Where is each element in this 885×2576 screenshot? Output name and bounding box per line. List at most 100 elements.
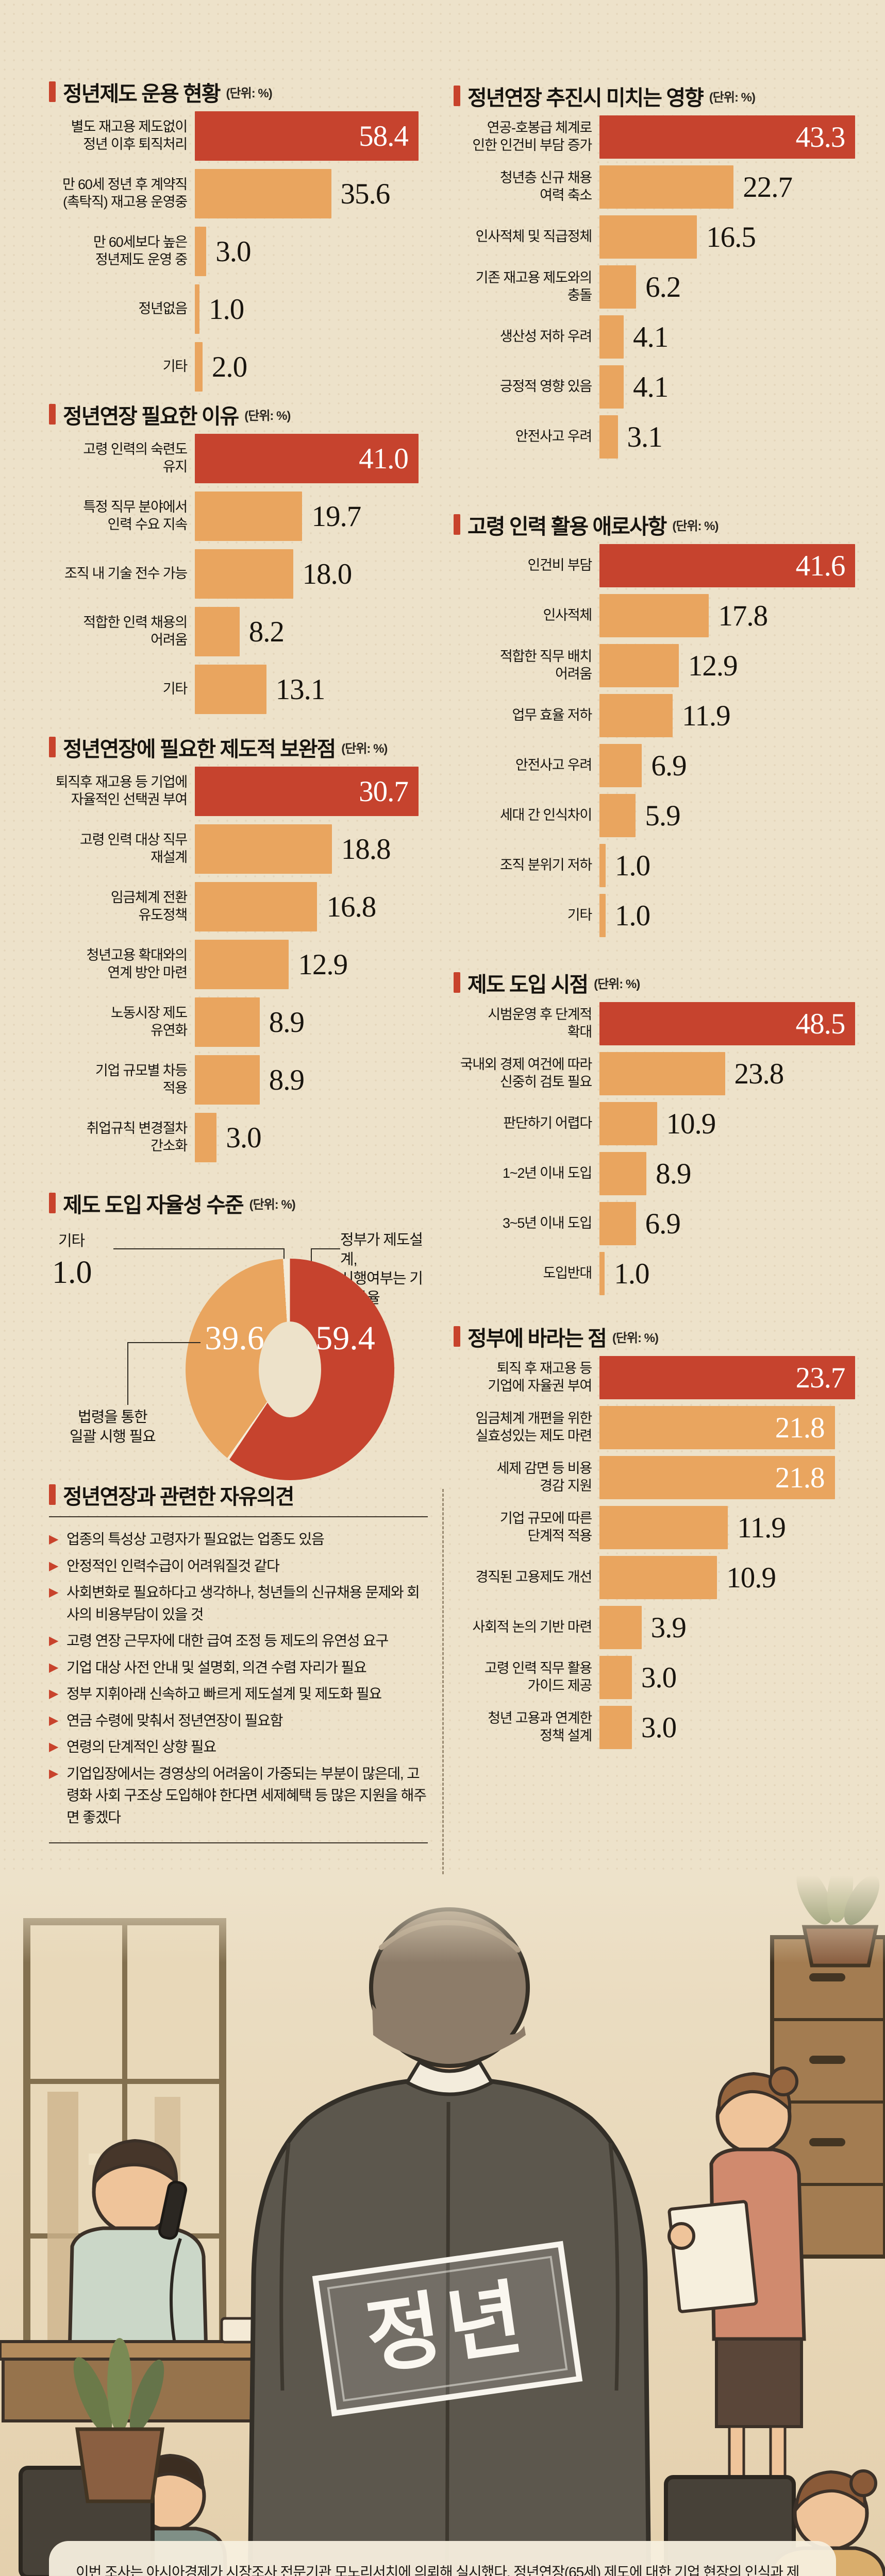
chart-row: 국내외 경제 여건에 따라 신중히 검토 필요 23.8 xyxy=(454,1052,866,1095)
chart-title: 정년연장에 필요한 제도적 보완점 (단위: %) xyxy=(49,733,428,761)
chart-requests-to-government: 정부에 바라는 점 (단위: %) 퇴직 후 재고용 등 기업에 자율권 부여 2… xyxy=(454,1322,866,1749)
arrow-bullet-icon: ▶ xyxy=(49,1740,59,1754)
bar-chart: 시범운영 후 단계적 확대 48.5 국내외 경제 여건에 따라 신중히 검토 필요… xyxy=(454,1002,866,1295)
section-title: 정년연장과 관련한 자유의견 xyxy=(49,1480,428,1509)
bar-value: 5.9 xyxy=(645,799,680,832)
svg-text:정년: 정년 xyxy=(361,2272,534,2384)
bar-area: 5.9 xyxy=(599,794,866,837)
bar-label: 취업규칙 변경절차 간소화 xyxy=(86,1121,188,1154)
chart-row: 조직 분위기 저하 1.0 xyxy=(454,844,866,887)
opinion-item: ▶ 안정적인 인력수급이 어려워질것 같다 xyxy=(49,1555,428,1578)
bar-label: 경직된 고용제도 개선 xyxy=(475,1569,593,1585)
bar: 21.8 xyxy=(599,1456,835,1499)
donut-hole xyxy=(259,1321,321,1417)
bar-label: 별도 재고용 제도없이 정년 이후 퇴직처리 xyxy=(71,119,188,152)
bar-label: 판단하기 어렵다 xyxy=(503,1115,592,1131)
chart-row: 3~5년 이내 도입 6.9 xyxy=(454,1202,866,1245)
chart-retirement-system-status: 정년제도 운용 현황 (단위: %) 별도 재고용 제도없이 정년 이후 퇴직처… xyxy=(49,77,428,392)
bar-area: 10.9 xyxy=(599,1102,866,1145)
bar xyxy=(599,594,709,637)
opinion-text: 안정적인 인력수급이 어려워질것 같다 xyxy=(66,1557,280,1574)
bar-label: 인건비 부담 xyxy=(527,557,592,573)
donut-chart xyxy=(186,1259,394,1480)
bar-area: 21.8 xyxy=(599,1406,866,1449)
opinion-item: ▶ 고령 연장 근무자에 대한 급여 조정 등 제도의 유연성 요구 xyxy=(49,1630,428,1652)
dashed-column-divider xyxy=(442,1489,444,1884)
chart-row: 임금체계 개편을 위한 실효성있는 제도 마련 21.8 xyxy=(454,1406,866,1449)
bar-value: 3.1 xyxy=(627,420,663,453)
bar-value: 18.8 xyxy=(341,833,391,866)
bar-label: 인사적체 및 직급정체 xyxy=(475,229,593,245)
bar: 21.8 xyxy=(599,1406,835,1449)
bar-value: 21.8 xyxy=(775,1411,825,1444)
chart-title: 정년제도 운용 현황 (단위: %) xyxy=(49,77,428,106)
bar-label: 시범운영 후 단계적 확대 xyxy=(488,1007,592,1040)
bar-label: 고령 인력 대상 직무 재설계 xyxy=(79,832,188,865)
chart-row: 도입반대 1.0 xyxy=(454,1252,866,1295)
chart-row: 노동시장 제도 유연화 8.9 xyxy=(49,997,428,1047)
donut-slice-value-etc: 1.0 xyxy=(52,1255,92,1290)
bar-value: 41.0 xyxy=(359,442,409,475)
chart-unit-label: (단위: %) xyxy=(672,519,719,533)
bar-label: 청년고용 확대와의 연계 방안 마련 xyxy=(86,947,188,980)
bar-area: 43.3 xyxy=(599,115,866,159)
bar-label: 세제 감면 등 비용 경감 지원 xyxy=(496,1461,593,1494)
bar-value: 3.0 xyxy=(226,1121,261,1154)
bar-area: 11.9 xyxy=(599,694,866,737)
title-tick-icon xyxy=(454,972,460,993)
bar-label: 정년없음 xyxy=(138,301,188,317)
bar-area: 10.9 xyxy=(599,1556,866,1599)
bar-value: 22.7 xyxy=(743,171,793,204)
bar: 41.0 xyxy=(195,434,419,483)
chart-title: 정년연장 추진시 미치는 영향 (단위: %) xyxy=(454,81,866,110)
chart-title-text: 고령 인력 활용 애로사항 xyxy=(467,515,667,538)
office-illustration: 정년 xyxy=(0,1875,885,2576)
bar xyxy=(599,265,637,309)
bar-label: 청년 고용과 연계한 정책 설계 xyxy=(488,1710,592,1743)
bar-area: 17.8 xyxy=(599,594,866,637)
bar-area: 4.1 xyxy=(599,365,866,409)
chart-row: 인사적체 17.8 xyxy=(454,594,866,637)
bar xyxy=(195,549,293,599)
bar-area: 19.7 xyxy=(195,492,428,541)
chart-row: 적합한 인력 채용의 어려움 8.2 xyxy=(49,607,428,656)
leader-line xyxy=(311,1248,340,1273)
bar-label: 조직 내 기술 전수 가능 xyxy=(64,566,188,582)
chart-row: 적합한 직무 배치 어려움 12.9 xyxy=(454,644,866,687)
bar xyxy=(195,607,240,656)
bar-label: 업무 효율 저하 xyxy=(512,707,593,723)
chart-row: 고령 인력의 숙련도 유지 41.0 xyxy=(49,434,428,483)
bar xyxy=(599,1556,717,1599)
donut-slice-label-etc: 기타 xyxy=(58,1233,85,1249)
bar-label: 사회적 논의 기반 마련 xyxy=(472,1619,592,1635)
bar-label: 특정 직무 분야에서 인력 수요 지속 xyxy=(83,499,188,532)
donut-value-gov: 59.4 xyxy=(315,1319,375,1357)
bar: 43.3 xyxy=(599,115,856,159)
bar xyxy=(599,215,697,259)
chart-row: 시범운영 후 단계적 확대 48.5 xyxy=(454,1002,866,1045)
bar-value: 8.2 xyxy=(248,615,285,648)
chart-row: 청년고용 확대와의 연계 방안 마련 12.9 xyxy=(49,940,428,989)
chart-row: 기타 1.0 xyxy=(454,894,866,937)
opinion-item: ▶ 사회변화로 필요하다고 생각하나, 청년들의 신규채용 문제와 회사의 비용부… xyxy=(49,1582,428,1625)
chart-unit-label: (단위: %) xyxy=(226,86,273,100)
bar xyxy=(599,694,673,737)
bar-area: 23.8 xyxy=(599,1052,866,1095)
chart-row: 사회적 논의 기반 마련 3.9 xyxy=(454,1606,866,1649)
bar-value: 41.6 xyxy=(795,549,846,582)
bar-area: 6.9 xyxy=(599,744,866,787)
bar-label: 기업 규모별 차등 적용 xyxy=(95,1063,188,1096)
bar-area: 4.1 xyxy=(599,315,866,359)
bar-value: 3.0 xyxy=(641,1711,677,1744)
bar xyxy=(599,1606,642,1649)
bar-chart: 별도 재고용 제도없이 정년 이후 퇴직처리 58.4 만 60세 정년 후 계약직… xyxy=(49,111,428,392)
chart-row: 기업 규모별 차등 적용 8.9 xyxy=(49,1055,428,1105)
opinion-text: 연령의 단계적인 상향 필요 xyxy=(66,1739,216,1755)
bar-label: 기타 xyxy=(162,681,188,697)
bar-area: 2.0 xyxy=(195,342,428,392)
chart-title-text: 제도 도입 자율성 수준 xyxy=(63,1193,244,1217)
bar xyxy=(599,315,624,359)
bar-area: 16.5 xyxy=(599,215,866,259)
title-tick-icon xyxy=(49,81,56,102)
bar-value: 1.0 xyxy=(614,899,650,932)
